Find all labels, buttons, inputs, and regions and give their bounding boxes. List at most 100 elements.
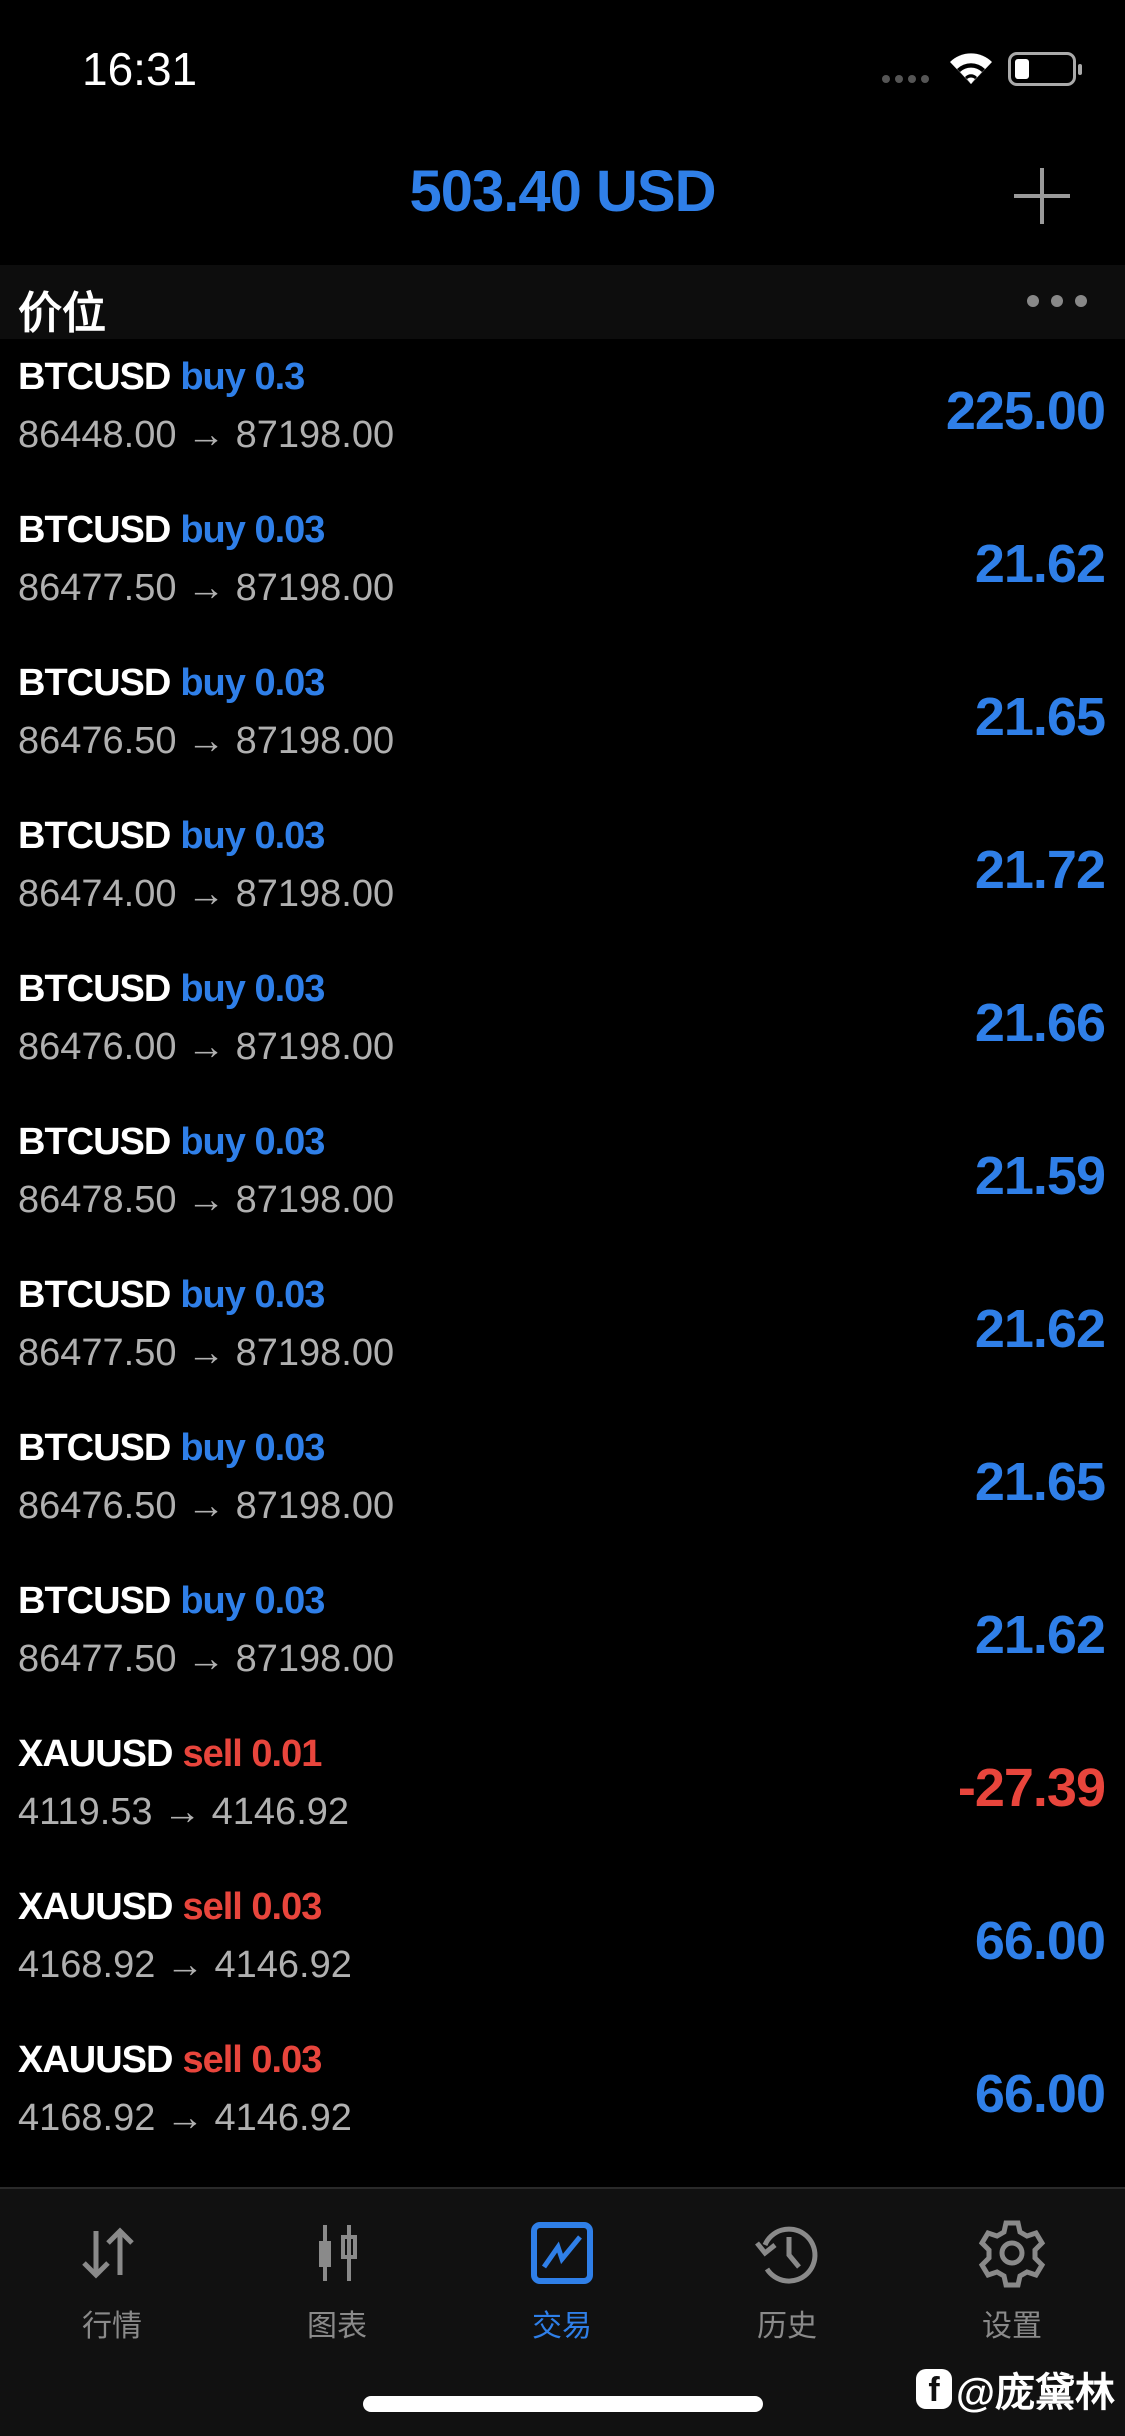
symbol: BTCUSD: [18, 815, 171, 857]
position-title: BTCUSD buy 0.03: [18, 968, 325, 1011]
open-current-price: 86476.50 → 87198.00: [18, 720, 395, 762]
side-volume: sell 0.01: [182, 1733, 322, 1775]
tab-label: 设置: [982, 2310, 1042, 2343]
position-row[interactable]: BTCUSD buy 0.03 86477.50 → 87198.00 21.62: [0, 1260, 1125, 1413]
position-row[interactable]: BTCUSD buy 0.03 86476.50 → 87198.00 21.65: [0, 648, 1125, 801]
side-volume: buy 0.03: [180, 815, 325, 857]
position-title: BTCUSD buy 0.3: [18, 356, 305, 399]
profit: 21.59: [974, 1146, 1106, 1206]
tab-gear[interactable]: 设置: [922, 2217, 1102, 2345]
tab-label: 图表: [307, 2310, 367, 2343]
side-volume: buy 0.03: [180, 1580, 325, 1622]
watermark-text: @庞黛林: [955, 2371, 1115, 2415]
profit: 21.65: [974, 687, 1106, 747]
position-title: XAUUSD sell 0.03: [18, 2039, 322, 2082]
open-current-price: 4168.92 → 4146.92: [18, 2097, 352, 2139]
profit: 66.00: [974, 1911, 1106, 1971]
symbol: BTCUSD: [18, 968, 171, 1010]
position-title: XAUUSD sell 0.03: [18, 1886, 322, 1929]
symbol: BTCUSD: [18, 1580, 171, 1622]
tab-history-clock[interactable]: 历史: [697, 2217, 877, 2345]
position-row[interactable]: XAUUSD sell 0.03 4168.92 → 4146.92 66.00: [0, 2025, 1125, 2178]
candlestick-chart-icon: [319, 2225, 357, 2281]
position-row[interactable]: BTCUSD buy 0.03 86476.50 → 87198.00 21.65: [0, 1413, 1125, 1566]
watermark: f @庞黛林: [915, 2360, 1115, 2418]
ellipsis-icon[interactable]: [1027, 295, 1087, 307]
position-title: BTCUSD buy 0.03: [18, 1580, 325, 1623]
positions-list: BTCUSD buy 0.3 86448.00 → 87198.00 225.00…: [0, 342, 1125, 2178]
battery-icon: [1008, 52, 1082, 86]
symbol: XAUUSD: [18, 2039, 173, 2081]
symbol: XAUUSD: [18, 1886, 173, 1928]
facebook-icon: f: [915, 2369, 952, 2409]
profit: 21.66: [974, 993, 1106, 1053]
history-clock-icon: [755, 2226, 818, 2284]
profit: 21.62: [974, 1299, 1106, 1359]
open-current-price: 4119.53 → 4146.92: [18, 1791, 350, 1833]
position-row[interactable]: XAUUSD sell 0.01 4119.53 → 4146.92 -27.39: [0, 1719, 1125, 1872]
plus-icon[interactable]: [1014, 168, 1070, 224]
symbol: BTCUSD: [18, 356, 171, 398]
tab-quotes-arrows[interactable]: 行情: [22, 2217, 202, 2345]
position-title: BTCUSD buy 0.03: [18, 509, 325, 552]
home-indicator[interactable]: [363, 2396, 763, 2412]
tab-trade-chart[interactable]: 交易: [472, 2217, 652, 2345]
position-row[interactable]: BTCUSD buy 0.3 86448.00 → 87198.00 225.00: [0, 342, 1125, 495]
profit: 21.62: [974, 1605, 1106, 1665]
symbol: BTCUSD: [18, 509, 171, 551]
position-title: XAUUSD sell 0.01: [18, 1733, 322, 1776]
open-current-price: 86476.00 → 87198.00: [18, 1026, 395, 1068]
profit: 21.65: [974, 1452, 1106, 1512]
gear-icon: [978, 2220, 1046, 2288]
position-title: BTCUSD buy 0.03: [18, 1274, 325, 1317]
symbol: BTCUSD: [18, 1274, 171, 1316]
positions-section-header: 价位: [0, 265, 1125, 339]
open-current-price: 86477.50 → 87198.00: [18, 567, 395, 609]
position-row[interactable]: BTCUSD buy 0.03 86477.50 → 87198.00 21.62: [0, 495, 1125, 648]
tab-label: 历史: [757, 2310, 817, 2343]
open-current-price: 86477.50 → 87198.00: [18, 1638, 395, 1680]
symbol: XAUUSD: [18, 1733, 173, 1775]
account-balance: 503.40 USD: [409, 159, 717, 224]
position-title: BTCUSD buy 0.03: [18, 662, 325, 705]
side-volume: buy 0.03: [180, 1274, 325, 1316]
side-volume: sell 0.03: [182, 1886, 322, 1928]
trade-chart-icon: [531, 2222, 593, 2284]
profit: 21.72: [974, 840, 1106, 900]
section-label: 价位: [18, 289, 106, 338]
position-title: BTCUSD buy 0.03: [18, 815, 325, 858]
profit: 66.00: [974, 2064, 1106, 2124]
symbol: BTCUSD: [18, 1121, 171, 1163]
side-volume: buy 0.3: [180, 356, 305, 398]
tab-candlestick-chart[interactable]: 图表: [247, 2217, 427, 2345]
position-row[interactable]: BTCUSD buy 0.03 86474.00 → 87198.00 21.72: [0, 801, 1125, 954]
tab-label: 行情: [82, 2310, 142, 2343]
open-current-price: 4168.92 → 4146.92: [18, 1944, 352, 1986]
side-volume: buy 0.03: [180, 1427, 325, 1469]
status-time: 16:31: [82, 43, 198, 95]
side-volume: buy 0.03: [180, 1121, 325, 1163]
symbol: BTCUSD: [18, 662, 171, 704]
side-volume: sell 0.03: [182, 2039, 322, 2081]
open-current-price: 86474.00 → 87198.00: [18, 873, 395, 915]
open-current-price: 86476.50 → 87198.00: [18, 1485, 395, 1527]
side-volume: buy 0.03: [180, 662, 325, 704]
tab-bar: 行情 图表 交易 历史 设置: [0, 2187, 1125, 2436]
symbol: BTCUSD: [18, 1427, 171, 1469]
position-row[interactable]: BTCUSD buy 0.03 86477.50 → 87198.00 21.62: [0, 1566, 1125, 1719]
side-volume: buy 0.03: [180, 509, 325, 551]
open-current-price: 86448.00 → 87198.00: [18, 414, 395, 456]
tab-label: 交易: [532, 2310, 592, 2343]
open-current-price: 86478.50 → 87198.00: [18, 1179, 395, 1221]
open-current-price: 86477.50 → 87198.00: [18, 1332, 395, 1374]
position-row[interactable]: BTCUSD buy 0.03 86478.50 → 87198.00 21.59: [0, 1107, 1125, 1260]
profit: 225.00: [945, 381, 1106, 441]
profit: 21.62: [974, 534, 1106, 594]
position-row[interactable]: XAUUSD sell 0.03 4168.92 → 4146.92 66.00: [0, 1872, 1125, 2025]
position-row[interactable]: BTCUSD buy 0.03 86476.00 → 87198.00 21.66: [0, 954, 1125, 1107]
cellular-signal-icon: [882, 75, 929, 83]
position-title: BTCUSD buy 0.03: [18, 1427, 325, 1470]
quotes-arrows-icon: [82, 2227, 134, 2279]
position-title: BTCUSD buy 0.03: [18, 1121, 325, 1164]
profit: -27.39: [957, 1758, 1106, 1818]
